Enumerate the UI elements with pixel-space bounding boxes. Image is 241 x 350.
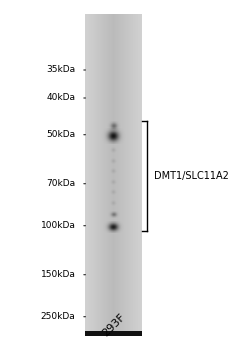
Bar (100, 14, 101, 336)
Bar (92, 14, 93, 336)
Bar (96, 14, 97, 336)
Bar (124, 14, 125, 336)
Bar (122, 14, 123, 336)
Bar (94, 14, 95, 336)
Bar (102, 14, 103, 336)
Bar (115, 14, 116, 336)
Bar (106, 14, 107, 336)
Bar (136, 14, 137, 336)
Bar (133, 14, 134, 336)
Bar (90, 14, 91, 336)
Text: 250kDa: 250kDa (41, 312, 75, 321)
Bar (98, 14, 99, 336)
Bar (114, 14, 115, 336)
Bar (109, 14, 110, 336)
Bar (95, 14, 96, 336)
Bar (120, 14, 121, 336)
Bar (101, 14, 102, 336)
Text: 35kDa: 35kDa (46, 65, 75, 75)
Bar (107, 14, 108, 336)
Bar (128, 14, 129, 336)
Text: 100kDa: 100kDa (40, 221, 75, 230)
Text: 150kDa: 150kDa (40, 270, 75, 279)
Bar (112, 14, 113, 336)
Bar (87, 14, 88, 336)
Bar (131, 14, 132, 336)
Bar (116, 14, 117, 336)
Bar (86, 14, 87, 336)
Bar (110, 14, 111, 336)
Bar (103, 14, 104, 336)
Bar (129, 14, 130, 336)
Bar (127, 14, 128, 336)
Bar (135, 14, 136, 336)
Text: 50kDa: 50kDa (46, 130, 75, 139)
Text: 40kDa: 40kDa (46, 93, 75, 103)
Bar (137, 14, 138, 336)
Bar (105, 14, 106, 336)
Bar (113, 14, 114, 336)
Bar (117, 14, 118, 336)
Bar (134, 14, 135, 336)
Bar (99, 14, 100, 336)
Bar (125, 14, 126, 336)
Bar (123, 14, 124, 336)
Bar (119, 14, 120, 336)
Bar (132, 14, 133, 336)
Bar (88, 14, 89, 336)
Text: DMT1/SLC11A2: DMT1/SLC11A2 (154, 171, 229, 181)
Bar (86, 331, 142, 336)
Bar (126, 14, 127, 336)
Bar (91, 14, 92, 336)
Bar (141, 14, 142, 336)
Text: 293F: 293F (100, 312, 127, 339)
Text: 70kDa: 70kDa (46, 179, 75, 188)
Bar (111, 14, 112, 336)
Bar (97, 14, 98, 336)
Bar (138, 14, 139, 336)
Bar (130, 14, 131, 336)
Bar (118, 14, 119, 336)
Bar (139, 14, 140, 336)
Bar (140, 14, 141, 336)
Bar (121, 14, 122, 336)
Bar (89, 14, 90, 336)
Bar (93, 14, 94, 336)
Bar (108, 14, 109, 336)
Bar (104, 14, 105, 336)
